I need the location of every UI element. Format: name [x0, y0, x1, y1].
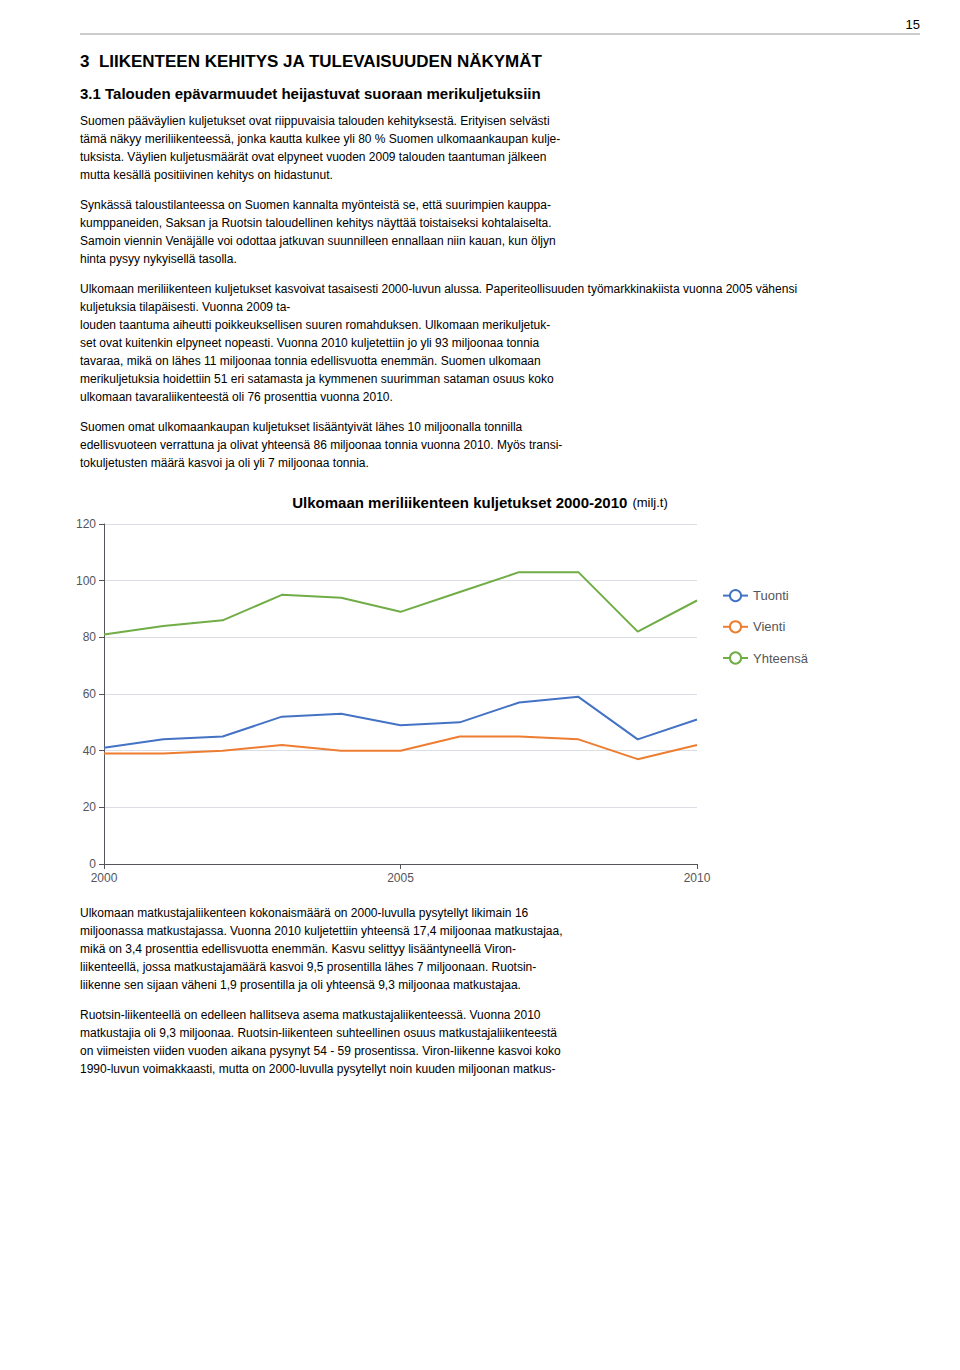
svg-text:Ulkomaan matkustajaliikenteen: Ulkomaan matkustajaliikenteen kokonaismä…	[80, 906, 529, 920]
svg-text:Samoin viennin Venäjälle voi o: Samoin viennin Venäjälle voi odottaa jat…	[80, 234, 556, 248]
svg-text:80: 80	[83, 630, 97, 644]
svg-text:tavaraa, mikä on lähes 11 milj: tavaraa, mikä on lähes 11 miljoonaa tonn…	[80, 354, 541, 368]
svg-text:ulkomaan tavaraliikenteestä ol: ulkomaan tavaraliikenteestä oli 76 prose…	[80, 390, 393, 404]
svg-text:liikenne sen sijaan väheni 1,9: liikenne sen sijaan väheni 1,9 prosentil…	[80, 978, 521, 992]
svg-text:Tuonti: Tuonti	[753, 588, 789, 603]
svg-text:edellisvuoteen verrattuna ja o: edellisvuoteen verrattuna ja olivat yhte…	[80, 438, 562, 452]
svg-text:mutta kesällä positiivinen keh: mutta kesällä positiivinen kehitys on hi…	[80, 168, 333, 182]
svg-text:set ovat kuitenkin elpyneet no: set ovat kuitenkin elpyneet nopeasti. Vu…	[80, 336, 540, 350]
svg-text:hinta pysyy nykyisellä tasolla: hinta pysyy nykyisellä tasolla.	[80, 252, 237, 266]
svg-text:Synkässä taloustilanteessa on: Synkässä taloustilanteessa on Suomen kan…	[80, 198, 551, 212]
svg-text:on viimeisten viiden vuoden ai: on viimeisten viiden vuoden aikana pysyn…	[80, 1044, 561, 1058]
svg-text:tuksista. Väylien kuljetusmäär: tuksista. Väylien kuljetusmäärät ovat el…	[80, 150, 546, 164]
svg-text:15: 15	[906, 17, 920, 32]
svg-text:Suomen pääväylien kuljetukset: Suomen pääväylien kuljetukset ovat riipp…	[80, 114, 550, 128]
svg-text:Suomen omat ulkomaankaupan kul: Suomen omat ulkomaankaupan kuljetukset l…	[80, 420, 523, 434]
svg-text:Vienti: Vienti	[753, 619, 785, 634]
svg-text:tämä näkyy meriliikenteessä, j: tämä näkyy meriliikenteessä, jonka kautt…	[80, 132, 560, 146]
svg-text:2000: 2000	[91, 871, 118, 885]
svg-text:miljoonassa matkustajassa. Vuo: miljoonassa matkustajassa. Vuonna 2010 k…	[80, 924, 563, 938]
svg-text:merikuljetuksia hoidettiin 51: merikuljetuksia hoidettiin 51 eri satama…	[80, 372, 554, 386]
svg-text:120: 120	[76, 517, 96, 531]
svg-text:1990-luvun voimakkaasti, mutta: 1990-luvun voimakkaasti, mutta on 2000-l…	[80, 1062, 556, 1076]
svg-text:(milj.t): (milj.t)	[632, 495, 667, 510]
svg-text:matkustajia oli 9,3 miljoonaa.: matkustajia oli 9,3 miljoonaa. Ruotsin-l…	[80, 1026, 557, 1040]
svg-text:kuljetuksia tilapäisesti. Vuon: kuljetuksia tilapäisesti. Vuonna 2009 ta…	[80, 300, 290, 314]
svg-text:tokuljetusten määrä kasvoi ja: tokuljetusten määrä kasvoi ja oli yli 7 …	[80, 456, 369, 470]
svg-text:2010: 2010	[684, 871, 711, 885]
svg-text:Yhteensä: Yhteensä	[753, 651, 809, 666]
svg-text:louden taantuma aiheutti poikk: louden taantuma aiheutti poikkeuksellise…	[80, 318, 550, 332]
svg-text:40: 40	[83, 744, 97, 758]
svg-text:3.1 Talouden epävarmuudet heij: 3.1 Talouden epävarmuudet heijastuvat su…	[80, 85, 541, 102]
svg-text:Ruotsin-liikenteellä on edelle: Ruotsin-liikenteellä on edelleen hallits…	[80, 1008, 541, 1022]
svg-text:Ulkomaan meriliikenteen kuljet: Ulkomaan meriliikenteen kuljetukset kasv…	[80, 282, 797, 296]
svg-text:20: 20	[83, 800, 97, 814]
svg-text:kumppaneiden, Saksan ja Ruotsi: kumppaneiden, Saksan ja Ruotsin taloudel…	[80, 216, 552, 230]
svg-text:2005: 2005	[387, 871, 414, 885]
svg-text:3 LIIKENTEEN KEHITYS JA TULEV: 3 LIIKENTEEN KEHITYS JA TULEVAISUUDEN NÄ…	[80, 52, 542, 71]
svg-text:mikä on 3,4 prosenttia edellis: mikä on 3,4 prosenttia edellisvuotta ene…	[80, 942, 516, 956]
svg-text:60: 60	[83, 687, 97, 701]
svg-text:liikenteellä, jossa matkustaja: liikenteellä, jossa matkustajamäärä kasv…	[80, 960, 536, 974]
svg-text:Ulkomaan meriliikenteen kuljet: Ulkomaan meriliikenteen kuljetukset 2000…	[292, 494, 627, 511]
svg-text:0: 0	[89, 857, 96, 871]
svg-text:100: 100	[76, 574, 96, 588]
